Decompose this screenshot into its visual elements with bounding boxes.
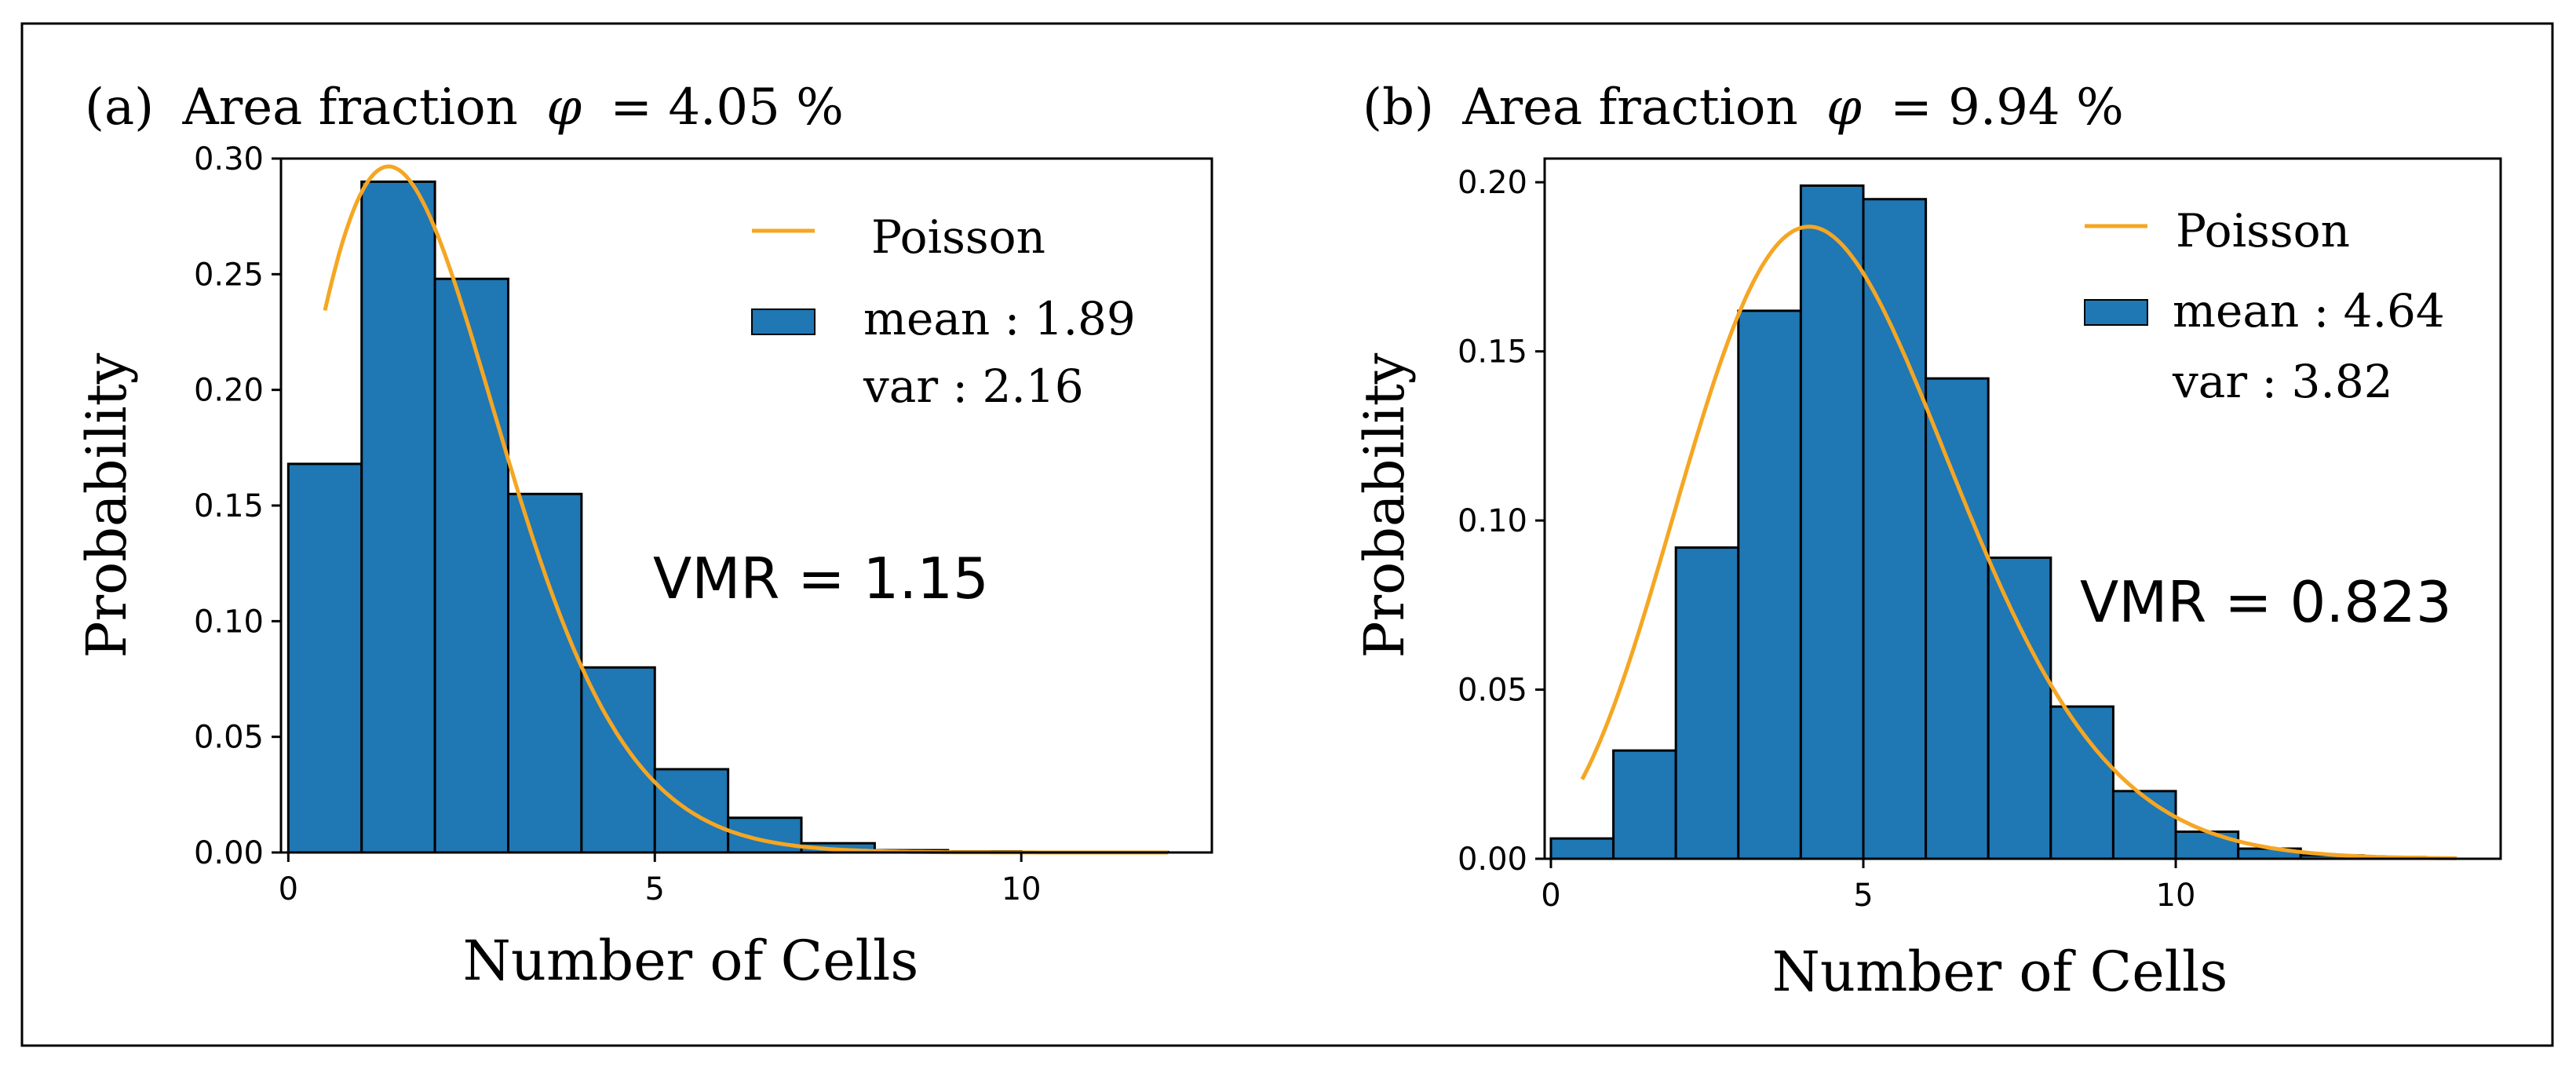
- panel-a-bars: [286, 180, 1169, 854]
- y-tick-label: 0.25: [194, 257, 264, 293]
- histogram-bar: [1925, 377, 1990, 860]
- panel-a-vmr-annotation: VMR = 1.15: [653, 546, 989, 611]
- y-tick-label: 0.30: [194, 141, 264, 177]
- y-tick-label: 0.15: [1458, 334, 1527, 371]
- panel-a-phi: φ: [546, 78, 582, 137]
- panel-a-legend-curve-label: Poisson: [871, 210, 1045, 264]
- panel-a-legend: Poisson mean : 1.89 var : 2.16: [751, 210, 1136, 413]
- panel-a-y-axis-label: Probability: [75, 352, 139, 658]
- x-tick-label: 10: [1002, 871, 1042, 907]
- panel-b-poisson-curve: [1580, 225, 2457, 860]
- panel-b-label: (b): [1363, 78, 1434, 137]
- y-tick-label: 0.15: [194, 488, 264, 524]
- panel-b-y-ticks: 0.00 0.05 0.10 0.15 0.20: [1458, 165, 1545, 878]
- panel-b-legend: Poisson mean : 4.64 var : 3.82: [2084, 204, 2445, 408]
- y-tick-label: 0.20: [1458, 165, 1527, 201]
- panel-b-legend-curve-label: Poisson: [2176, 204, 2350, 257]
- panel-a-legend-mean: mean : 1.89: [863, 292, 1136, 345]
- histogram-bar: [286, 462, 363, 854]
- histogram-bar: [580, 666, 656, 854]
- histogram-bar: [1862, 198, 1928, 860]
- panel-a-legend-var: var : 2.16: [863, 360, 1084, 413]
- panel-b-bars: [1549, 184, 2427, 860]
- panel-b-legend-var: var : 3.82: [2172, 355, 2393, 408]
- y-tick-label: 0.10: [194, 604, 264, 640]
- histogram-bar: [1674, 546, 1740, 860]
- panel-a-title-value: = 4.05 %: [610, 78, 844, 137]
- histogram-bar: [2111, 790, 2177, 860]
- y-tick-label: 0.05: [194, 720, 264, 756]
- panel-a-legend-bar-swatch: [751, 308, 815, 335]
- histogram-bar: [506, 492, 583, 854]
- histogram-bar: [2174, 831, 2240, 860]
- y-tick-label: 0.10: [1458, 503, 1527, 539]
- x-tick-label: 0: [1541, 878, 1560, 914]
- histogram-bar: [1799, 184, 1865, 860]
- panel-a-title-prefix: Area fraction: [181, 78, 517, 137]
- panel-a-title: (a) Area fraction φ = 4.05 %: [85, 78, 844, 137]
- x-tick-label: 0: [279, 871, 298, 907]
- panel-a-y-ticks: 0.00 0.05 0.10 0.15 0.20 0.25 0.30: [194, 141, 281, 871]
- histogram-bar: [1737, 309, 1802, 860]
- panel-b-legend-bar-swatch: [2084, 299, 2148, 326]
- x-tick-label: 5: [645, 871, 665, 907]
- x-tick-label: 10: [2156, 878, 2196, 914]
- panel-b-phi: φ: [1826, 78, 1862, 137]
- panel-b-title: (b) Area fraction φ = 9.94 %: [1363, 78, 2124, 137]
- panel-a: (a) Area fraction φ = 4.05 % 0.00 0.05 0.1…: [75, 78, 1213, 993]
- panel-b-title-prefix: Area fraction: [1461, 78, 1797, 137]
- y-tick-label: 0.00: [194, 835, 264, 871]
- panel-b-y-axis-label: Probability: [1352, 352, 1417, 658]
- histogram-bar: [1612, 749, 1677, 860]
- histogram-bar: [1549, 837, 1615, 860]
- x-tick-label: 5: [1853, 878, 1873, 914]
- panel-a-x-axis-label: Number of Cells: [463, 929, 919, 993]
- panel-b-legend-mean: mean : 4.64: [2173, 284, 2445, 338]
- histogram-bar: [433, 277, 509, 854]
- histogram-bar: [1987, 556, 2052, 860]
- panel-b-vmr-annotation: VMR = 0.823: [2080, 569, 2452, 635]
- panel-a-label: (a): [85, 78, 154, 137]
- panel-b-title-value: = 9.94 %: [1890, 78, 2124, 137]
- histogram-bar: [360, 180, 436, 854]
- panel-a-x-ticks: 0 5 10: [279, 852, 1042, 907]
- panel-b-axes-frame: [1543, 157, 2502, 860]
- panel-b: (b) Area fraction φ = 9.94 % 0.00 0.05 0.1…: [1352, 78, 2502, 1004]
- panel-b-x-ticks: 0 5 10: [1541, 859, 2195, 914]
- panel-b-x-axis-label: Number of Cells: [1772, 940, 2228, 1004]
- y-tick-label: 0.05: [1458, 673, 1527, 709]
- y-tick-label: 0.20: [194, 373, 264, 409]
- y-tick-label: 0.00: [1458, 841, 1527, 878]
